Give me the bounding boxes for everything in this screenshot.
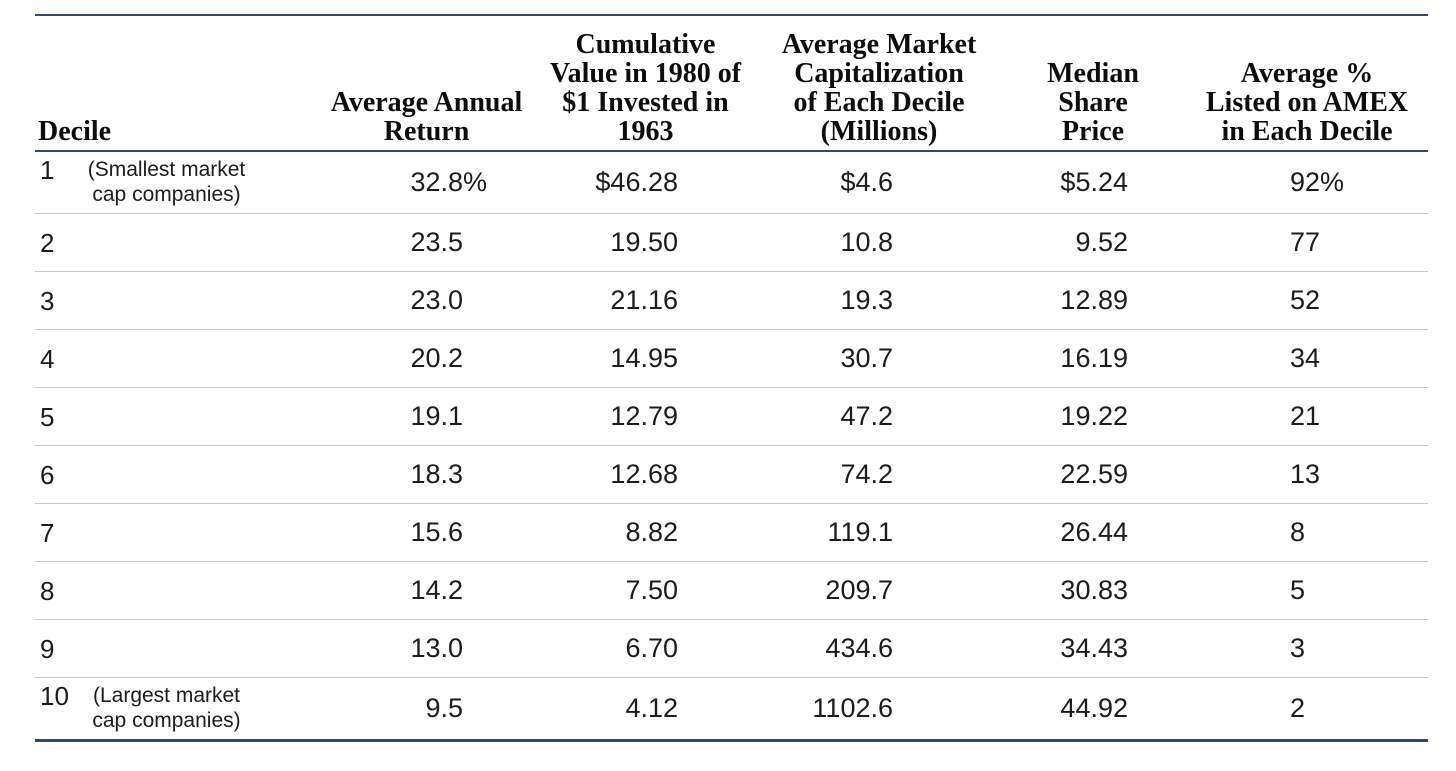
cell-cumulative-value: 19.50 bbox=[610, 227, 678, 257]
decile-number: 5 bbox=[40, 401, 55, 432]
decile-number: 2 bbox=[40, 227, 55, 258]
cell-amex-percentage: 77 bbox=[1290, 227, 1321, 257]
table-body: 1 (Smallest market cap companies) 32.8% … bbox=[35, 152, 1428, 739]
table-row: 3 23.0 21.16 19.3 12.89 52 bbox=[35, 272, 1428, 330]
cell-average-market-cap: $4.6 bbox=[840, 167, 893, 197]
cell-median-share-price: 30.83 bbox=[1060, 575, 1128, 605]
cell-average-market-cap: 10.8 bbox=[840, 227, 893, 257]
table-row: 8 14.2 7.50 209.7 30.83 5 bbox=[35, 562, 1428, 620]
decile-number: 1 bbox=[40, 155, 55, 185]
cell-amex-percentage: 34 bbox=[1290, 343, 1321, 373]
cell-cumulative-value: 8.82 bbox=[625, 517, 678, 547]
table-row: 4 20.2 14.95 30.7 16.19 34 bbox=[35, 330, 1428, 388]
cell-average-market-cap: 19.3 bbox=[840, 285, 893, 315]
cell-average-annual-return: 13.0 bbox=[410, 633, 463, 663]
cell-median-share-price: 26.44 bbox=[1060, 517, 1128, 547]
cell-amex-percentage: 92% bbox=[1290, 167, 1345, 197]
cell-median-share-price: 16.19 bbox=[1060, 343, 1128, 373]
table-row: 1 (Smallest market cap companies) 32.8% … bbox=[35, 152, 1428, 214]
header-median-share-price: Median Share Price bbox=[1047, 58, 1139, 147]
cell-decile: 9 bbox=[35, 620, 320, 677]
cell-cumulative-value: 6.70 bbox=[625, 633, 678, 663]
cell-amex-percentage: 5 bbox=[1290, 575, 1306, 605]
cell-decile: 1 (Smallest market cap companies) bbox=[35, 152, 320, 213]
cell-amex-percentage: 52 bbox=[1290, 285, 1321, 315]
cell-decile: 5 bbox=[35, 388, 320, 445]
cell-decile: 10 (Largest market cap companies) bbox=[35, 678, 320, 739]
cell-average-market-cap: 119.1 bbox=[827, 517, 893, 547]
table-row: 2 23.5 19.50 10.8 9.52 77 bbox=[35, 214, 1428, 272]
cell-median-share-price: 19.22 bbox=[1060, 401, 1128, 431]
cell-amex-percentage: 2 bbox=[1290, 693, 1306, 723]
cell-decile: 2 bbox=[35, 214, 320, 271]
cell-average-market-cap: 47.2 bbox=[840, 401, 893, 431]
table-header-row: Decile Average Annual Return Cumulative … bbox=[35, 16, 1428, 152]
cell-cumulative-value: 4.12 bbox=[625, 693, 678, 723]
cell-median-share-price: $5.24 bbox=[1060, 167, 1128, 197]
cell-cumulative-value: 12.68 bbox=[610, 459, 678, 489]
decile-number: 4 bbox=[40, 343, 55, 374]
decile-number: 8 bbox=[40, 575, 55, 606]
decile-number: 10 bbox=[40, 681, 69, 711]
cell-amex-percentage: 13 bbox=[1290, 459, 1321, 489]
cell-median-share-price: 12.89 bbox=[1060, 285, 1128, 315]
header-cumulative-value: Cumulative Value in 1980 of $1 Invested … bbox=[549, 29, 742, 147]
table-row: 6 18.3 12.68 74.2 22.59 13 bbox=[35, 446, 1428, 504]
cell-average-annual-return: 9.5 bbox=[425, 693, 463, 723]
cell-median-share-price: 9.52 bbox=[1075, 227, 1128, 257]
cell-median-share-price: 34.43 bbox=[1060, 633, 1128, 663]
cell-average-market-cap: 30.7 bbox=[840, 343, 893, 373]
decile-note: (Largest market cap companies) bbox=[92, 684, 241, 732]
header-decile: Decile bbox=[38, 116, 112, 147]
cell-average-market-cap: 1102.6 bbox=[812, 693, 893, 723]
decile-number: 3 bbox=[40, 285, 55, 316]
cell-cumulative-value: 21.16 bbox=[610, 285, 678, 315]
table-row: 10 (Largest market cap companies) 9.5 4.… bbox=[35, 678, 1428, 739]
table-row: 7 15.6 8.82 119.1 26.44 8 bbox=[35, 504, 1428, 562]
cell-average-market-cap: 74.2 bbox=[840, 459, 893, 489]
header-average-market-cap: Average Market Capitalization of Each De… bbox=[781, 29, 977, 147]
cell-average-annual-return: 32.8% bbox=[410, 167, 488, 197]
cell-cumulative-value: $46.28 bbox=[595, 167, 678, 197]
cell-amex-percentage: 3 bbox=[1290, 633, 1306, 663]
cell-average-annual-return: 18.3 bbox=[410, 459, 463, 489]
header-average-annual-return: Average Annual Return bbox=[330, 87, 523, 147]
cell-average-market-cap: 434.6 bbox=[825, 633, 893, 663]
header-amex-percentage: Average % Listed on AMEX in Each Decile bbox=[1205, 58, 1409, 147]
cell-average-annual-return: 15.6 bbox=[410, 517, 463, 547]
table-row: 9 13.0 6.70 434.6 34.43 3 bbox=[35, 620, 1428, 678]
cell-average-annual-return: 20.2 bbox=[410, 343, 463, 373]
cell-decile: 6 bbox=[35, 446, 320, 503]
decile-number: 9 bbox=[40, 633, 55, 664]
cell-cumulative-value: 12.79 bbox=[610, 401, 678, 431]
cell-average-annual-return: 19.1 bbox=[410, 401, 463, 431]
cell-amex-percentage: 8 bbox=[1290, 517, 1306, 547]
cell-decile: 3 bbox=[35, 272, 320, 329]
cell-decile: 7 bbox=[35, 504, 320, 561]
decile-note: (Smallest market cap companies) bbox=[87, 158, 246, 206]
decile-number: 7 bbox=[40, 517, 55, 548]
decile-number: 6 bbox=[40, 459, 55, 490]
cell-average-annual-return: 14.2 bbox=[410, 575, 463, 605]
cell-cumulative-value: 14.95 bbox=[610, 343, 678, 373]
decile-returns-table: Decile Average Annual Return Cumulative … bbox=[35, 14, 1428, 742]
cell-median-share-price: 22.59 bbox=[1060, 459, 1128, 489]
cell-amex-percentage: 21 bbox=[1290, 401, 1321, 431]
cell-average-annual-return: 23.0 bbox=[410, 285, 463, 315]
cell-average-market-cap: 209.7 bbox=[825, 575, 893, 605]
cell-decile: 8 bbox=[35, 562, 320, 619]
cell-average-annual-return: 23.5 bbox=[410, 227, 463, 257]
cell-cumulative-value: 7.50 bbox=[625, 575, 678, 605]
table-row: 5 19.1 12.79 47.2 19.22 21 bbox=[35, 388, 1428, 446]
cell-median-share-price: 44.92 bbox=[1060, 693, 1128, 723]
cell-decile: 4 bbox=[35, 330, 320, 387]
